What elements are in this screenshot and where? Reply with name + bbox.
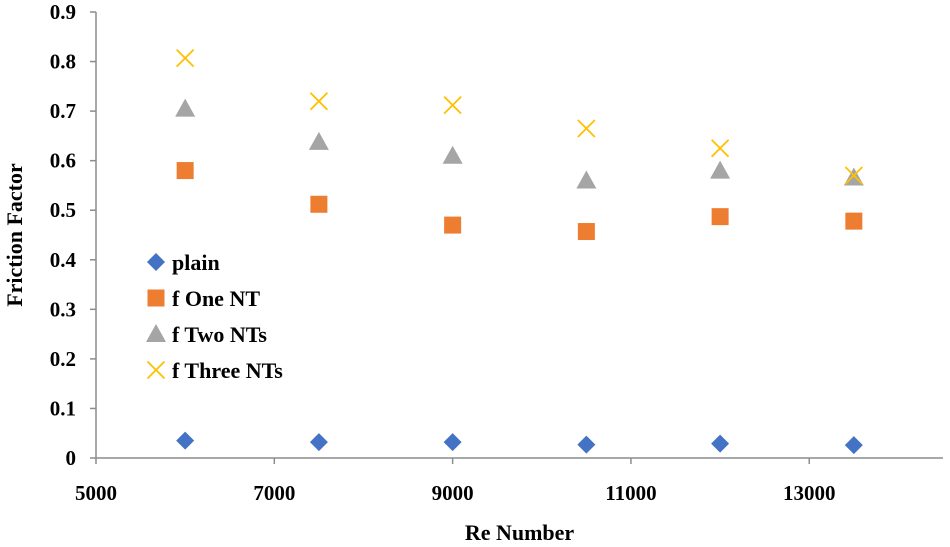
y-axis-title: Friction Factor [2, 163, 27, 307]
legend-entry: f Two NTs [146, 322, 267, 347]
data-point [176, 431, 195, 450]
data-point [576, 170, 597, 189]
data-point [711, 434, 730, 453]
series-0 [176, 431, 863, 455]
data-point [442, 145, 463, 164]
data-point [710, 160, 731, 179]
x-tick-label: 9000 [432, 481, 474, 505]
data-point [308, 131, 329, 150]
data-point [710, 139, 730, 158]
legend-marker [146, 324, 166, 342]
data-point [176, 48, 195, 68]
legend-marker [146, 360, 166, 380]
y-tick-label: 0.5 [50, 198, 76, 222]
y-tick-label: 0.8 [50, 50, 76, 74]
x-tick-label: 11000 [605, 481, 656, 505]
legend: plain f One NT f Two NTs f Three NTs [146, 250, 283, 383]
data-point [577, 119, 596, 138]
x-tick-label: 13000 [783, 481, 836, 505]
x-tick-labels: 5000 7000 9000 11000 13000 [75, 458, 836, 505]
y-tick-label: 0.2 [50, 347, 76, 371]
legend-entry: f One NT [147, 286, 260, 311]
y-tick-label: 0 [66, 446, 77, 470]
axes [95, 12, 943, 459]
data-point [443, 96, 462, 115]
y-tick-label: 0.1 [50, 396, 76, 420]
data-point [577, 223, 595, 241]
data-point [309, 92, 329, 111]
data-point [711, 208, 729, 226]
x-tick-label: 5000 [75, 481, 117, 505]
legend-label: f One NT [172, 286, 260, 311]
y-tick-label: 0.7 [50, 99, 76, 123]
y-tick-label: 0.4 [50, 248, 77, 272]
data-series [175, 48, 864, 455]
data-point [309, 433, 328, 452]
x-axis-title: Re Number [465, 520, 575, 545]
legend-label: f Two NTs [172, 322, 267, 347]
legend-label: f Three NTs [172, 358, 283, 383]
data-point [845, 212, 863, 230]
legend-entry: plain [147, 250, 220, 275]
data-point [444, 216, 462, 234]
y-tick-label: 0.3 [50, 297, 76, 321]
data-point [844, 436, 863, 455]
data-point [844, 166, 863, 185]
data-point [176, 162, 194, 180]
x-tick-label: 7000 [253, 481, 295, 505]
data-point [310, 195, 328, 213]
legend-marker [147, 289, 165, 307]
y-tick-labels: 0 0.1 0.2 0.3 0.4 0.5 0.6 0.7 0.8 0.9 [50, 0, 96, 470]
legend-label: plain [172, 250, 220, 275]
data-point [443, 433, 462, 452]
data-point [577, 435, 596, 454]
series-1 [176, 162, 863, 241]
y-tick-label: 0.6 [50, 149, 76, 173]
series-2 [175, 98, 864, 189]
y-tick-label: 0.9 [50, 0, 76, 24]
legend-marker [147, 253, 165, 271]
data-point [175, 98, 196, 117]
series-3 [176, 48, 863, 185]
legend-entry: f Three NTs [146, 358, 283, 383]
